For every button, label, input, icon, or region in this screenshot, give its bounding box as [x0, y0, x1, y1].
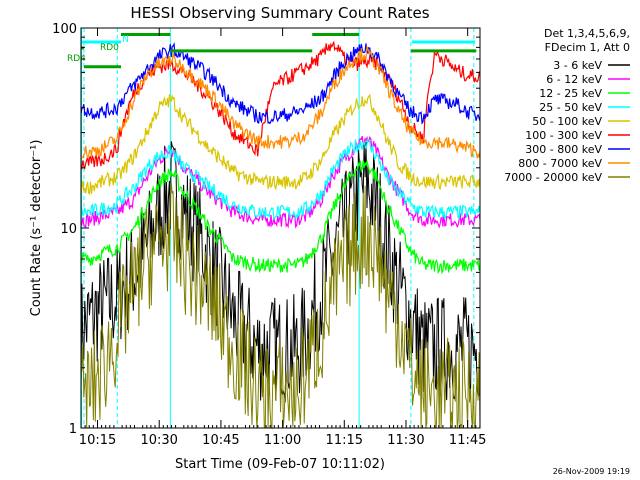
legend-header-line: FDecim 1, Att 0	[545, 41, 630, 54]
x-tick-label: 11:45	[449, 433, 486, 448]
series-line	[80, 137, 481, 221]
series-line	[80, 182, 481, 430]
series-line	[80, 93, 481, 196]
y-tick-label: 100	[52, 22, 77, 37]
footer-timestamp: 26-Nov-2009 19:19	[553, 467, 630, 476]
x-tick-label: 10:15	[79, 433, 116, 448]
x-axis-label: Start Time (09-Feb-07 10:11:02)	[175, 457, 385, 472]
x-tick-label: 11:15	[326, 433, 363, 448]
x-tick-label: 11:00	[264, 433, 301, 448]
plot-frame	[80, 27, 481, 429]
series-line	[80, 135, 481, 229]
y-tick-label: 1	[69, 422, 77, 437]
series-line	[80, 159, 481, 275]
legend-label: 25 - 50 keV	[539, 101, 602, 114]
marker-label: N	[122, 35, 129, 45]
legend-label: 100 - 300 keV	[525, 129, 602, 142]
legend-label: 3 - 6 keV	[553, 59, 602, 72]
legend-label: 50 - 100 keV	[532, 115, 602, 128]
legend-label: 12 - 25 keV	[539, 87, 602, 100]
legend: Det 1,3,4,5,6,9, FDecim 1, Att 0 3 - 6 k…	[504, 27, 630, 184]
marker-label: RD4	[67, 54, 86, 64]
x-tick-label: 10:45	[202, 433, 239, 448]
y-axis-label: Count Rate (s⁻¹ detector⁻¹)	[29, 140, 44, 317]
marker-label: RD0	[100, 43, 119, 53]
chart-title: HESSI Observing Summary Count Rates	[130, 4, 429, 22]
x-tick-label: 11:30	[387, 433, 424, 448]
legend-label: 7000 - 20000 keV	[504, 171, 602, 184]
y-tick-label: 10	[60, 222, 77, 237]
legend-header-line: Det 1,3,4,5,6,9,	[544, 27, 630, 40]
legend-label: 800 - 7000 keV	[518, 157, 602, 170]
legend-label: 300 - 800 keV	[525, 143, 602, 156]
series-line	[80, 41, 481, 125]
plot-area: RD0 RD4 N	[67, 28, 481, 430]
legend-label: 6 - 12 keV	[546, 73, 602, 86]
x-tick-label: 10:30	[140, 433, 177, 448]
series-line	[80, 44, 481, 160]
